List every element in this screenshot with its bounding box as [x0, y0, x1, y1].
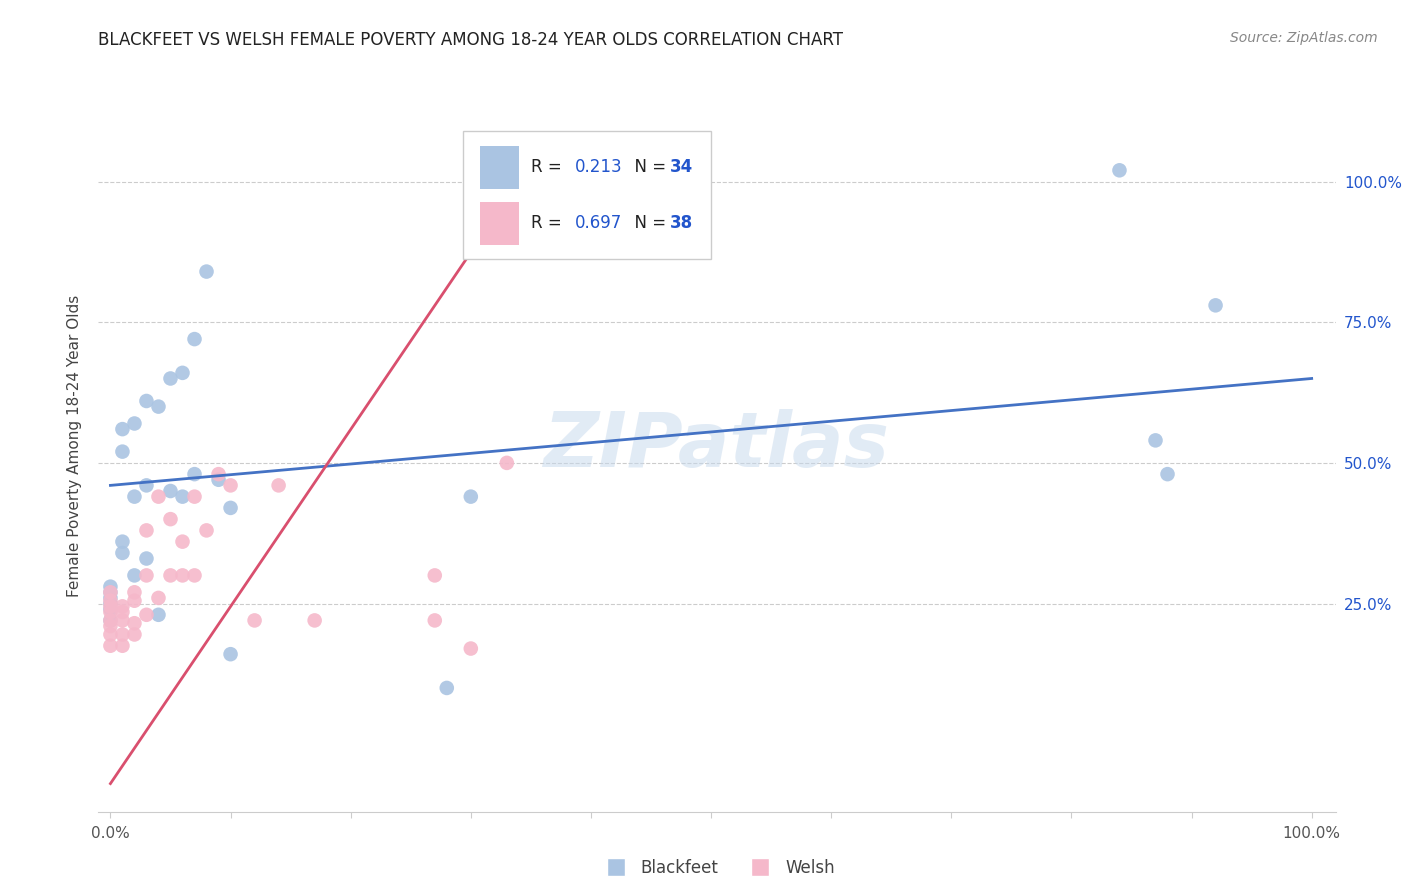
Point	[159, 512, 181, 526]
Point	[195, 264, 218, 278]
Point	[124, 568, 146, 582]
Legend: Blackfeet, Welsh: Blackfeet, Welsh	[592, 853, 842, 884]
Point	[159, 568, 181, 582]
Point	[100, 619, 122, 633]
Point	[172, 534, 194, 549]
Point	[148, 607, 170, 622]
Text: 34: 34	[671, 158, 693, 176]
Point	[172, 366, 194, 380]
Point	[135, 568, 157, 582]
Text: 0.213: 0.213	[575, 158, 623, 176]
Y-axis label: Female Poverty Among 18-24 Year Olds: Female Poverty Among 18-24 Year Olds	[67, 295, 83, 597]
Point	[172, 568, 194, 582]
Point	[111, 605, 134, 619]
Text: N =: N =	[624, 158, 672, 176]
Point	[100, 605, 122, 619]
Point	[436, 681, 458, 695]
Point	[124, 490, 146, 504]
FancyBboxPatch shape	[479, 145, 519, 189]
Point	[124, 585, 146, 599]
Text: Source: ZipAtlas.com: Source: ZipAtlas.com	[1230, 31, 1378, 45]
Point	[135, 607, 157, 622]
Point	[423, 614, 446, 628]
Point	[1156, 467, 1178, 482]
Point	[172, 490, 194, 504]
Point	[100, 614, 122, 628]
Point	[423, 568, 446, 582]
Point	[207, 473, 229, 487]
Point	[111, 614, 134, 628]
Point	[100, 602, 122, 616]
Point	[135, 394, 157, 409]
Point	[183, 332, 205, 346]
Point	[111, 639, 134, 653]
Text: 38: 38	[671, 214, 693, 233]
Point	[111, 627, 134, 641]
Point	[148, 591, 170, 605]
Point	[135, 551, 157, 566]
Point	[100, 614, 122, 628]
Point	[195, 524, 218, 538]
Point	[148, 400, 170, 414]
Point	[111, 534, 134, 549]
Point	[100, 597, 122, 611]
Point	[159, 371, 181, 385]
Text: R =: R =	[531, 158, 568, 176]
Point	[111, 546, 134, 560]
Point	[124, 417, 146, 431]
Point	[148, 490, 170, 504]
Point	[219, 500, 242, 515]
Point	[135, 524, 157, 538]
Point	[100, 627, 122, 641]
Text: N =: N =	[624, 214, 672, 233]
Text: ZIPatlas: ZIPatlas	[544, 409, 890, 483]
Point	[183, 467, 205, 482]
Point	[100, 580, 122, 594]
Point	[124, 627, 146, 641]
Point	[1144, 434, 1167, 448]
Point	[460, 490, 482, 504]
Point	[219, 647, 242, 661]
Point	[1205, 298, 1227, 312]
Point	[100, 639, 122, 653]
Point	[124, 593, 146, 607]
Point	[183, 490, 205, 504]
Point	[111, 444, 134, 458]
Point	[219, 478, 242, 492]
Point	[304, 614, 326, 628]
Point	[111, 422, 134, 436]
Point	[267, 478, 290, 492]
Point	[111, 599, 134, 614]
Point	[124, 616, 146, 631]
Point	[135, 478, 157, 492]
Point	[183, 568, 205, 582]
Text: R =: R =	[531, 214, 568, 233]
FancyBboxPatch shape	[479, 202, 519, 245]
Point	[495, 456, 517, 470]
Point	[100, 591, 122, 605]
Point	[100, 585, 122, 599]
FancyBboxPatch shape	[464, 131, 711, 260]
Point	[460, 641, 482, 656]
Point	[100, 593, 122, 607]
Point	[159, 483, 181, 498]
Point	[243, 614, 266, 628]
Point	[100, 599, 122, 614]
Text: BLACKFEET VS WELSH FEMALE POVERTY AMONG 18-24 YEAR OLDS CORRELATION CHART: BLACKFEET VS WELSH FEMALE POVERTY AMONG …	[98, 31, 844, 49]
Point	[207, 467, 229, 482]
Point	[100, 585, 122, 599]
Point	[1108, 163, 1130, 178]
Text: 0.697: 0.697	[575, 214, 621, 233]
